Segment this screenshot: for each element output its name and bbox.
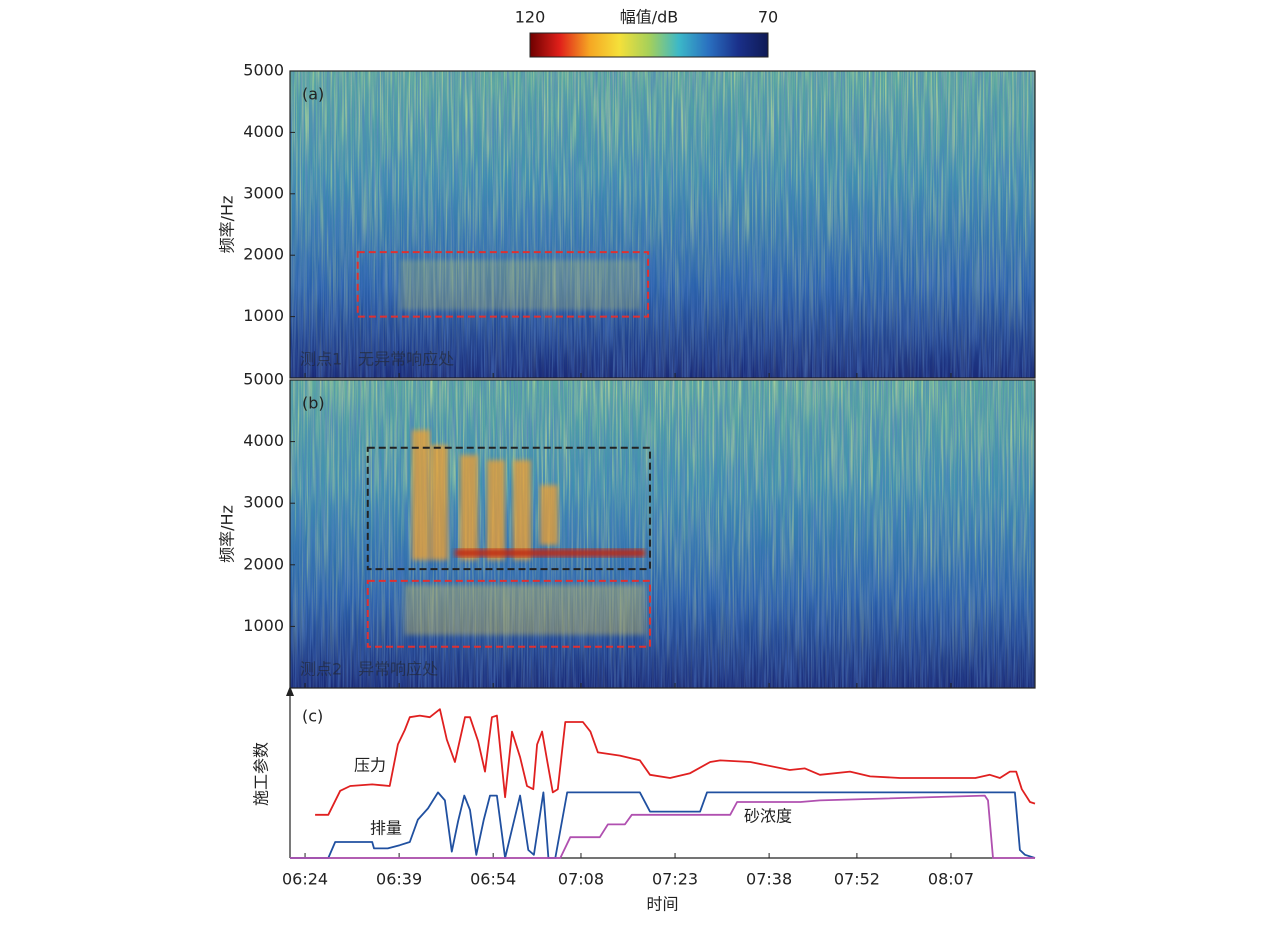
spectrogram-noise	[290, 71, 1035, 378]
series-line	[315, 708, 1036, 816]
x-tick-label: 08:07	[928, 870, 974, 889]
panel-label: (a)	[302, 85, 324, 104]
annotation-box	[356, 251, 650, 318]
series-line	[290, 791, 1036, 859]
spectrogram	[290, 380, 1035, 688]
y-axis-label: 频率/Hz	[218, 505, 237, 563]
y-tick-label: 1000	[243, 616, 284, 635]
y-tick-label: 2000	[243, 554, 284, 573]
annotation: 测点1 无异常响应处	[300, 350, 454, 369]
annotation-box	[366, 446, 651, 571]
y-tick-label: 4000	[243, 431, 284, 450]
hot-spot	[400, 260, 640, 310]
panel-label: (c)	[302, 707, 323, 726]
hot-spot	[412, 430, 430, 560]
panel-frame	[289, 70, 1036, 379]
y-tick-label: 1000	[243, 306, 284, 325]
y-tick-label: 5000	[243, 61, 284, 80]
series-label: 压力	[354, 756, 386, 775]
y-axis-label: 施工参数	[252, 742, 271, 806]
hot-spot	[460, 455, 478, 560]
spectrogram	[290, 71, 1035, 378]
spectrogram-noise	[290, 380, 1035, 688]
hot-spot	[405, 585, 645, 635]
colorbar	[529, 32, 769, 58]
series-label: 砂浓度	[744, 807, 792, 826]
series-line	[290, 794, 1035, 859]
x-tick-label: 06:54	[470, 870, 516, 889]
x-tick-label: 06:24	[282, 870, 328, 889]
hot-spot	[487, 460, 505, 560]
colorbar-tick-label: 70	[758, 8, 778, 27]
panel-frame	[289, 379, 1036, 689]
y-tick-label: 4000	[243, 122, 284, 141]
annotation-box	[366, 579, 651, 648]
x-tick-label: 07:38	[746, 870, 792, 889]
y-axis-label: 频率/Hz	[218, 196, 237, 254]
hot-spot	[540, 485, 558, 545]
series-label: 排量	[370, 819, 402, 838]
y-tick-label: 3000	[243, 493, 284, 512]
colorbar-tick-label: 120	[515, 8, 546, 27]
y-tick-label: 2000	[243, 245, 284, 264]
y-tick-label: 3000	[243, 183, 284, 202]
panel-label: (b)	[302, 394, 325, 413]
hot-spot	[455, 549, 645, 557]
x-tick-label: 07:52	[834, 870, 880, 889]
colorbar-label: 幅值/dB	[620, 8, 679, 27]
x-axis-label: 时间	[646, 895, 678, 914]
x-tick-label: 06:39	[376, 870, 422, 889]
x-tick-label: 07:08	[558, 870, 604, 889]
x-tick-label: 07:23	[652, 870, 698, 889]
hot-spot	[513, 460, 531, 560]
y-axis-arrow	[286, 686, 294, 696]
annotation: 测点2 异常响应处	[300, 660, 438, 679]
y-tick-label: 5000	[243, 370, 284, 389]
hot-spot	[430, 445, 448, 560]
